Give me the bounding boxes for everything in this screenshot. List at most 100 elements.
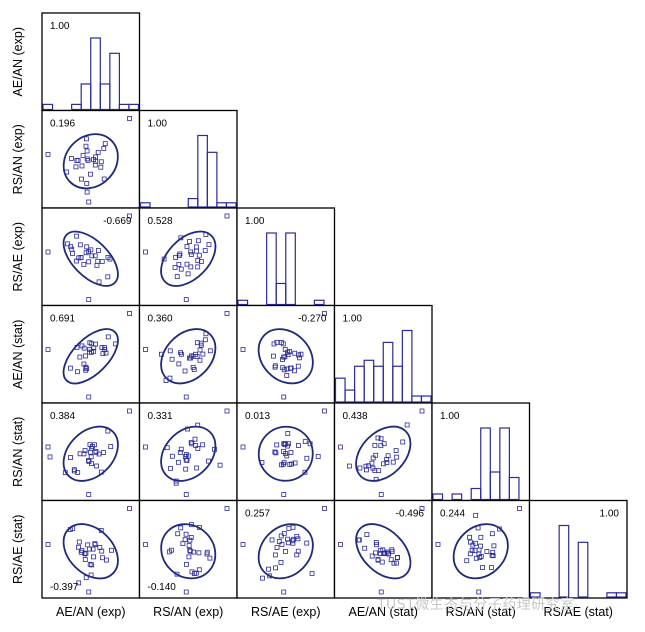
- scatter-point: [84, 136, 89, 142]
- panel-r4-c3: 0.438: [333, 402, 433, 502]
- scatter-point: [197, 347, 203, 353]
- histogram-bar: [451, 493, 463, 501]
- scatter-point: [98, 159, 104, 165]
- confidence-ellipse: [355, 425, 412, 482]
- y-axis-label: RS/AE (exp): [11, 222, 25, 291]
- scatter-point: [369, 553, 375, 559]
- scatter-point: [183, 394, 189, 400]
- scatter-point: [143, 249, 148, 255]
- scatter-point: [163, 378, 169, 383]
- scatter-point: [467, 551, 473, 557]
- scatter-point: [169, 356, 175, 362]
- scatter-point: [86, 259, 92, 265]
- correlation-label: -0.270: [298, 314, 327, 325]
- scatter-point: [178, 266, 184, 272]
- scatter-point: [302, 469, 308, 475]
- scatter-point: [86, 249, 91, 255]
- scatter-point: [89, 562, 95, 568]
- scatter-point: [378, 492, 384, 497]
- scatter-point: [86, 492, 92, 497]
- scatter-point: [187, 547, 193, 553]
- scatter-point: [127, 116, 132, 121]
- scatter-point: [357, 465, 363, 471]
- scatter-point: [435, 542, 441, 547]
- scatter-point: [281, 589, 287, 595]
- scatter-point: [473, 512, 479, 518]
- scatter-point: [478, 554, 484, 559]
- scatter-point: [295, 548, 301, 554]
- scatter-point: [174, 571, 180, 577]
- scatter-point: [372, 442, 378, 448]
- scatter-point: [484, 549, 490, 554]
- scatter-point: [102, 141, 108, 147]
- scatter-point: [259, 460, 265, 465]
- scatter-point: [188, 249, 194, 255]
- panel-r3-c1: 0.360: [138, 304, 238, 404]
- histogram-bar: [206, 151, 218, 208]
- diagonal-label: 1.00: [343, 314, 363, 325]
- scatter-point: [83, 550, 89, 556]
- scatter-point: [198, 342, 204, 348]
- scatter-point: [281, 367, 287, 373]
- scatter-point: [491, 543, 497, 549]
- scatter-point: [295, 443, 301, 448]
- scatter-point: [394, 454, 400, 460]
- correlation-label: 0.384: [50, 411, 75, 422]
- x-axis-label: AE/AN (exp): [56, 605, 125, 619]
- scatter-point: [224, 506, 230, 511]
- scatter-point: [190, 364, 196, 370]
- correlation-label: 0.528: [148, 216, 173, 227]
- scatter-point: [68, 365, 73, 371]
- histogram-bar: [577, 541, 589, 598]
- panel-frame: [138, 109, 238, 209]
- scatter-point: [74, 344, 80, 350]
- scatter-point: [76, 539, 82, 545]
- scatter-point: [94, 262, 100, 268]
- scatter-point: [278, 560, 284, 565]
- scatter-point: [272, 364, 278, 370]
- scatter-point: [489, 565, 494, 570]
- x-axis-label: RS/AN (stat): [446, 605, 516, 619]
- scatter-point: [172, 265, 178, 270]
- scatter-point: [88, 572, 94, 578]
- scatter-point: [176, 361, 182, 367]
- scatter-point: [207, 348, 213, 354]
- histogram-bar: [480, 427, 491, 501]
- scatter-point: [78, 549, 84, 555]
- scatter-point: [77, 242, 83, 248]
- scatter-point: [272, 449, 278, 455]
- histogram-bar: [109, 52, 120, 111]
- scatter-point: [184, 244, 190, 249]
- scatter-point: [189, 441, 195, 447]
- scatter-point: [84, 366, 90, 372]
- scatter-point: [400, 439, 406, 445]
- scatter-point: [196, 550, 202, 556]
- scatter-point: [92, 253, 98, 259]
- scatter-point: [159, 351, 164, 357]
- scatter-point: [84, 181, 90, 186]
- panel-r0-c0: 1.00: [41, 12, 141, 112]
- scatter-point: [307, 441, 313, 447]
- scatter-point: [196, 567, 202, 573]
- panel-r5-c3: -0.496: [333, 499, 433, 599]
- scatter-point: [86, 297, 92, 302]
- confidence-ellipse: [160, 230, 217, 287]
- scatter-point: [384, 549, 390, 555]
- scatter-point: [390, 459, 396, 465]
- panel-r5-c5: 1.00: [528, 499, 628, 599]
- correlation-label: 0.196: [50, 119, 75, 130]
- scatter-point: [168, 465, 173, 471]
- y-axis-label: RS/AE (stat): [11, 515, 25, 584]
- scatter-point: [276, 539, 282, 544]
- scatter-point: [99, 548, 105, 554]
- scatter-point: [74, 233, 80, 239]
- confidence-ellipse: [62, 133, 119, 190]
- scatter-point: [292, 368, 297, 374]
- confidence-ellipse: [62, 328, 119, 385]
- scatter-point: [127, 408, 132, 414]
- scatter-point: [161, 256, 167, 262]
- panel-r3-c3: 1.00: [333, 304, 433, 404]
- y-axis-label: AE/AN (stat): [11, 320, 25, 389]
- panel-frame: [138, 402, 238, 502]
- x-axis-label: RS/AN (exp): [153, 605, 223, 619]
